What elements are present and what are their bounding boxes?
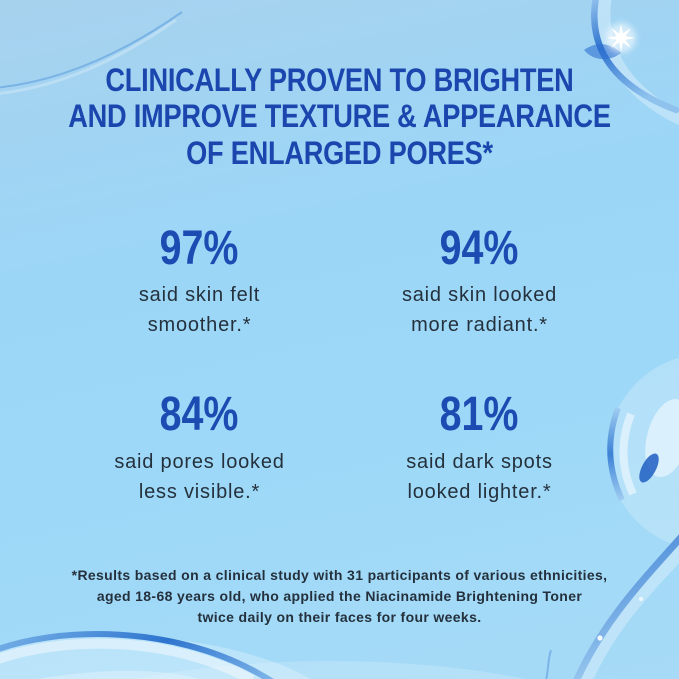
stat-radiant: 94% said skin looked more radiant.* <box>340 222 620 340</box>
stats-grid: 97% said skin felt smoother.* 94% said s… <box>60 222 620 507</box>
stat-value: 94% <box>440 222 519 275</box>
stat-dark-spots: 81% said dark spots looked lighter.* <box>340 388 620 507</box>
stat-desc-line: less visible.* <box>138 480 261 503</box>
sparkle-star-icon <box>606 23 636 53</box>
stat-value: 81% <box>440 388 519 442</box>
stat-desc-line: smoother.* <box>147 314 252 337</box>
headline-line-1: CLINICALLY PROVEN TO BRIGHTEN <box>105 62 574 98</box>
headline-line-2: AND IMPROVE TEXTURE & APPEARANCE <box>68 98 611 135</box>
stat-desc-line: said pores looked <box>114 450 285 473</box>
study-footnote: *Results based on a clinical study with … <box>0 565 679 628</box>
stat-smoother: 97% said skin felt smoother.* <box>60 222 340 340</box>
stat-description: said dark spots looked lighter.* <box>340 447 620 507</box>
footnote-line: *Results based on a clinical study with … <box>71 567 608 583</box>
stat-desc-line: said dark spots <box>406 450 553 473</box>
stat-value: 84% <box>160 388 239 442</box>
footnote-line: twice daily on their faces for four week… <box>197 609 482 625</box>
stat-description: said skin looked more radiant.* <box>340 280 620 340</box>
bubble-bottom-left <box>0 631 552 679</box>
stat-desc-line: looked lighter.* <box>407 480 552 503</box>
stat-desc-line: said skin felt <box>138 284 261 307</box>
stat-description: said pores looked less visible.* <box>60 447 340 507</box>
headline-line-3: OF ENLARGED PORES* <box>186 134 493 171</box>
footnote-line: aged 18-68 years old, who applied the Ni… <box>96 588 583 604</box>
stat-value: 97% <box>160 222 239 275</box>
stat-pores: 84% said pores looked less visible.* <box>60 388 340 507</box>
stat-desc-line: more radiant.* <box>411 314 548 337</box>
stat-description: said skin felt smoother.* <box>60 280 340 340</box>
headline: CLINICALLY PROVEN TO BRIGHTEN AND IMPROV… <box>51 62 628 171</box>
stat-desc-line: said skin looked <box>401 284 558 307</box>
